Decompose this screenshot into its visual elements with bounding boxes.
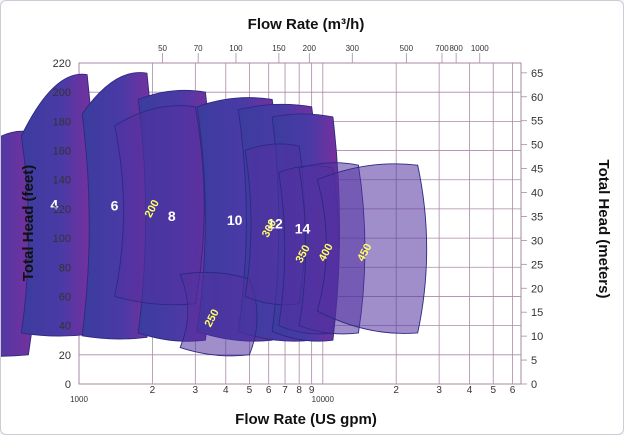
- x-tick-label: 6: [266, 385, 272, 396]
- region-label-14: 14: [295, 221, 311, 237]
- top-axis-title: Flow Rate (m³/h): [248, 16, 365, 33]
- y-axis-title-right: Total Head (meters): [595, 160, 612, 299]
- x-tick-label: 1000: [70, 395, 88, 404]
- y-right-tick-label: 0: [531, 379, 537, 391]
- pump-regions: [1, 72, 428, 357]
- pump-region-200: [114, 105, 205, 306]
- region-label-12: 12: [267, 216, 283, 232]
- y-right-tick-label: 55: [531, 116, 543, 128]
- y-right-tick-label: 40: [531, 188, 543, 200]
- y-left-tick-label: 60: [59, 291, 71, 303]
- x-axis-title: Flow Rate (US gpm): [235, 411, 377, 428]
- x-tick-label: 3: [436, 385, 442, 396]
- x-tick-label: 9: [309, 385, 315, 396]
- y-right-tick-label: 50: [531, 140, 543, 152]
- y-right-tick-label: 5: [531, 355, 537, 367]
- x-tick-label: 3: [193, 385, 199, 396]
- y-left-tick-label: 100: [53, 233, 71, 245]
- top-tick-label: 300: [346, 44, 360, 53]
- region-label-10: 10: [227, 212, 243, 228]
- region-label-6: 6: [111, 197, 119, 213]
- x-tick-label: 7: [282, 385, 288, 396]
- region-labels: 23468101214200250300350400450: [50, 197, 374, 330]
- x-tick-label: 5: [247, 385, 253, 396]
- y-left-tick-label: 80: [59, 262, 71, 274]
- y-left-tick-label: 200: [53, 87, 71, 99]
- x-tick-label: 5: [490, 385, 496, 396]
- y-axis-title-left: Total Head (feet): [20, 165, 37, 281]
- x-tick-label: 10000: [312, 395, 335, 404]
- y-right-tick-label: 20: [531, 283, 543, 295]
- x-tick-label: 4: [223, 385, 229, 396]
- top-tick-label: 200: [303, 44, 317, 53]
- y-right-tick-label: 15: [531, 307, 543, 319]
- y-left-tick-label: 140: [53, 175, 71, 187]
- top-tick-label: 150: [272, 44, 286, 53]
- y-right-tick-label: 65: [531, 68, 543, 80]
- x-tick-label: 4: [467, 385, 473, 396]
- x-tick-label: 6: [510, 385, 516, 396]
- y-left-tick-label: 160: [53, 146, 71, 158]
- y-right-tick-label: 35: [531, 211, 543, 223]
- y-right-tick-label: 10: [531, 331, 543, 343]
- top-tick-label: 50: [158, 44, 167, 53]
- y-left-tick-label: 220: [53, 58, 71, 70]
- top-tick-label: 700: [435, 44, 449, 53]
- top-tick-label: 1000: [471, 44, 489, 53]
- y-right-tick-label: 45: [531, 164, 543, 176]
- y-left-tick-label: 0: [65, 379, 71, 391]
- pump-region-450: [316, 163, 428, 334]
- y-left-tick-label: 20: [59, 350, 71, 362]
- y-left-tick-label: 120: [53, 204, 71, 216]
- x-tick-label: 2: [150, 385, 156, 396]
- y-left-tick-label: 40: [59, 321, 71, 333]
- y-right-tick-label: 60: [531, 92, 543, 104]
- region-label-8: 8: [168, 208, 176, 224]
- y-left-tick-label: 180: [53, 116, 71, 128]
- region-label-4: 4: [50, 197, 58, 213]
- top-tick-label: 800: [449, 44, 463, 53]
- top-tick-label: 100: [229, 44, 243, 53]
- y-right-tick-label: 25: [531, 259, 543, 271]
- top-tick-label: 500: [400, 44, 414, 53]
- y-right-tick-label: 30: [531, 235, 543, 247]
- x-tick-label: 8: [296, 385, 302, 396]
- top-tick-label: 70: [194, 44, 203, 53]
- x-tick-label: 2: [393, 385, 399, 396]
